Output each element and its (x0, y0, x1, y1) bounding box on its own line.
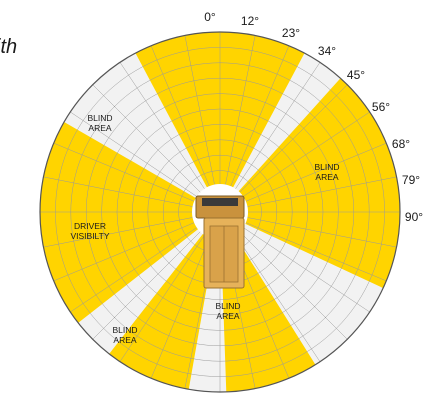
grid-spoke (238, 84, 348, 194)
grid-spoke (245, 216, 397, 248)
angle-label-68: 68° (392, 137, 410, 151)
grid-spoke (92, 84, 202, 194)
angle-label-34: 34° (318, 44, 336, 58)
svg-text:BLIND: BLIND (112, 325, 137, 335)
angle-label-79: 79° (402, 173, 420, 187)
svg-text:VISIBILTY: VISIBILTY (70, 231, 109, 241)
grid-spoke (119, 62, 206, 191)
grid-spoke (243, 142, 387, 203)
grid-spoke (53, 221, 197, 282)
grid-spoke (150, 235, 211, 379)
grid-spoke (184, 35, 216, 187)
svg-text:BLIND: BLIND (314, 162, 339, 172)
svg-text:AREA: AREA (216, 311, 239, 321)
grid-spoke (224, 35, 256, 187)
angle-label-12: 12° (241, 14, 259, 28)
driver-visibility-label: DRIVER VISIBILTY (70, 221, 109, 241)
visibility-sector-5 (40, 122, 200, 323)
angle-label-56: 56° (372, 100, 390, 114)
angle-label-0: 0° (204, 10, 216, 24)
grid-spoke (70, 226, 199, 313)
svg-text:BLIND: BLIND (87, 113, 112, 123)
caption-fragment: ith (0, 36, 18, 58)
angle-label-45: 45° (347, 68, 365, 82)
grid-spoke (245, 176, 397, 208)
blind-area-label-right: BLIND AREA (314, 162, 339, 182)
outer-ring (39, 31, 401, 393)
svg-text:BLIND: BLIND (215, 301, 240, 311)
grid-spoke (150, 45, 211, 189)
grid-spoke (92, 230, 202, 340)
blind-area-label-lower-left: BLIND AREA (112, 325, 137, 345)
grid-spoke (243, 221, 387, 282)
angle-label-90: 90° (405, 210, 423, 224)
blind-area-label-lower-center: BLIND AREA (215, 301, 240, 321)
blind-area-label-upper-left: BLIND AREA (87, 113, 112, 133)
grid-spoke (229, 45, 290, 189)
grid-spoke (70, 111, 199, 198)
grid-spoke (234, 62, 321, 191)
grid-spoke (53, 142, 197, 203)
svg-text:AREA: AREA (315, 172, 338, 182)
grid-spoke (43, 176, 195, 208)
grid-spoke (43, 216, 195, 248)
svg-text:AREA: AREA (113, 335, 136, 345)
visibility-sector-4 (109, 232, 216, 390)
machine-cab-roof (202, 198, 238, 206)
svg-text:DRIVER: DRIVER (74, 221, 106, 231)
machine-top-view (192, 184, 248, 289)
grid-spoke (238, 230, 348, 340)
grid-spoke (241, 226, 370, 313)
visibility-sector-3 (220, 234, 316, 392)
svg-text:AREA: AREA (88, 123, 111, 133)
grid-spoke (241, 111, 370, 198)
polar-grid (40, 32, 400, 392)
grid-spoke (234, 233, 321, 362)
grid-spoke (119, 233, 206, 362)
angle-label-23: 23° (282, 26, 300, 40)
